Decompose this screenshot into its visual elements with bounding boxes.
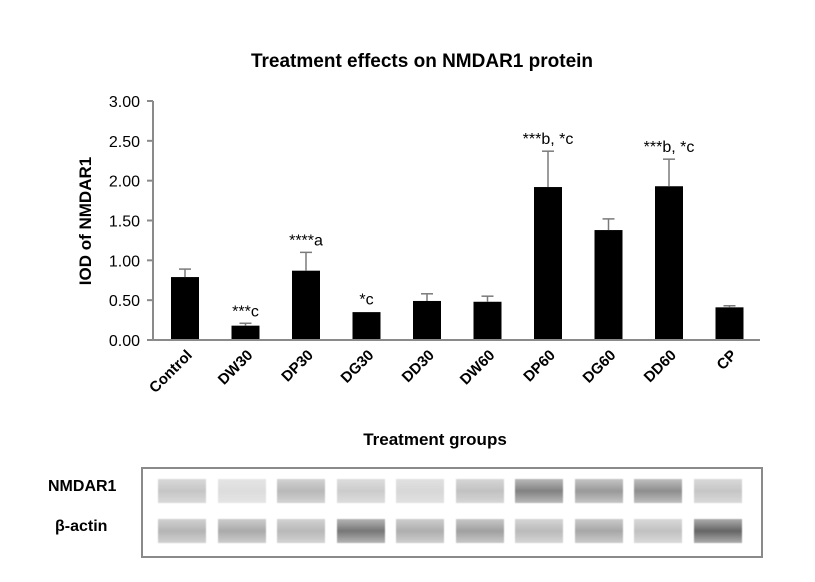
category-label: CP bbox=[714, 347, 741, 374]
chart-title: Treatment effects on NMDAR1 protein bbox=[251, 51, 593, 72]
blot-band bbox=[693, 479, 742, 503]
category-label: Control bbox=[146, 347, 196, 397]
category-label: DP60 bbox=[520, 347, 559, 386]
bar-dd60 bbox=[655, 186, 683, 340]
category-label: DG30 bbox=[338, 347, 378, 387]
y-tick-label: 2.50 bbox=[109, 134, 140, 151]
blot-band bbox=[515, 479, 563, 503]
bar-dp60 bbox=[534, 187, 562, 340]
blot-band bbox=[158, 479, 206, 503]
blot-band bbox=[158, 519, 206, 543]
significance-label: *c bbox=[359, 291, 373, 308]
bar-dg60 bbox=[594, 230, 623, 340]
bar-dd30 bbox=[413, 300, 441, 340]
y-axis: 0.00 0.50 1.00 1.50 2.00 2.50 3.00 bbox=[109, 94, 154, 350]
y-tick-label: 1.00 bbox=[109, 253, 140, 270]
blot-band bbox=[634, 479, 682, 503]
x-axis-label: Treatment groups bbox=[363, 430, 507, 449]
blot-band bbox=[634, 519, 682, 543]
bar-control bbox=[171, 277, 199, 340]
y-tick-label: 1.50 bbox=[109, 214, 140, 231]
significance-label: ***c bbox=[232, 303, 259, 320]
blot-band bbox=[217, 519, 266, 543]
bar-chart: Treatment effects on NMDAR1 protein IOD … bbox=[76, 51, 760, 449]
significance-label: ***b, *c bbox=[644, 139, 695, 156]
blot-band bbox=[455, 479, 504, 503]
blot-band bbox=[396, 479, 444, 503]
blot-band bbox=[515, 519, 563, 543]
bar-cp bbox=[715, 307, 744, 340]
y-axis-label: IOD of NMDAR1 bbox=[76, 157, 95, 285]
category-label: DW60 bbox=[457, 347, 498, 388]
y-tick-label: 0.50 bbox=[109, 293, 140, 310]
category-label: DW30 bbox=[215, 347, 256, 388]
western-blot-panel bbox=[141, 467, 763, 558]
bar-dw60 bbox=[473, 301, 502, 340]
bar-dg30 bbox=[352, 312, 381, 340]
category-labels: Control DW30 DP30 DG30 DD30 DW60 DP60 DG60 DD60 C… bbox=[146, 347, 740, 397]
blot-label-nmdar1: NMDAR1 bbox=[48, 478, 117, 495]
blot-band bbox=[455, 519, 504, 543]
bar-dw30 bbox=[231, 325, 260, 340]
category-label: DD60 bbox=[641, 347, 680, 386]
blot-band bbox=[336, 479, 385, 503]
category-label: DG60 bbox=[580, 347, 620, 387]
blot-band bbox=[574, 479, 623, 503]
blot-band bbox=[396, 519, 444, 543]
blot-label-beta-actin: β-actin bbox=[55, 518, 108, 535]
category-label: DP30 bbox=[278, 347, 317, 386]
blot-band bbox=[217, 479, 266, 503]
y-tick-label: 2.00 bbox=[109, 174, 140, 191]
y-tick-label: 3.00 bbox=[109, 94, 140, 111]
blot-band bbox=[693, 519, 742, 543]
category-label: DD30 bbox=[399, 347, 438, 386]
blot-band bbox=[277, 519, 325, 543]
bars: ***c ****a *c ***b, *c ***b, *c bbox=[171, 131, 744, 340]
significance-label: ****a bbox=[289, 232, 323, 249]
bar-dp30 bbox=[292, 270, 320, 340]
significance-label: ***b, *c bbox=[523, 131, 574, 148]
y-tick-label: 0.00 bbox=[109, 333, 140, 350]
blot-band bbox=[574, 519, 623, 543]
blot-band bbox=[336, 519, 385, 543]
blot-band bbox=[277, 479, 325, 503]
